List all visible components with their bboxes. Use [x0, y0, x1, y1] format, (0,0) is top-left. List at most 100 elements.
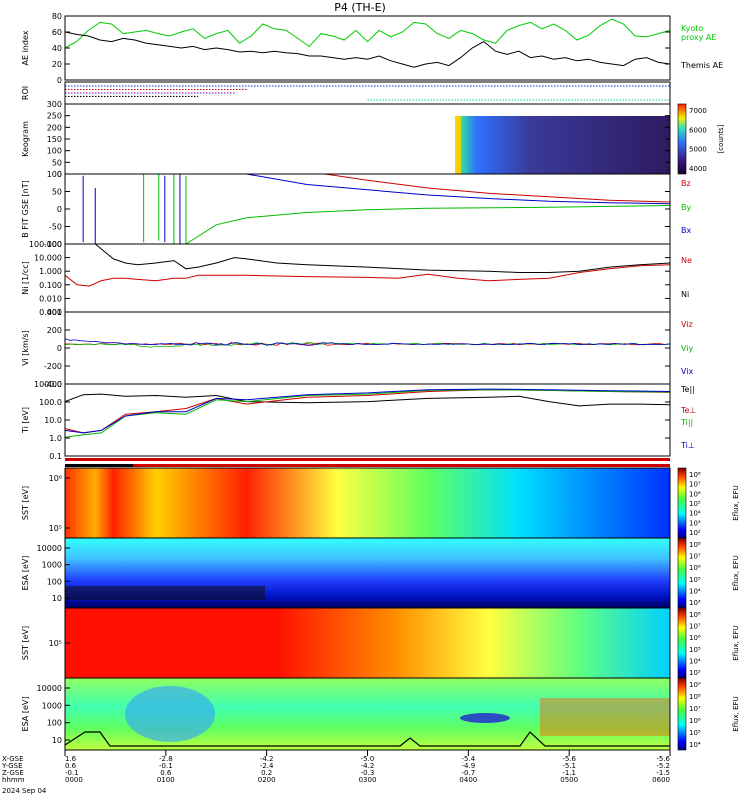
- keogram-ytick-tick-label: 100: [47, 147, 62, 156]
- esa-e-dark-streak: [460, 713, 510, 723]
- keogram-colorbar-tick: 5000: [689, 146, 707, 154]
- sst_i-colorbar-tick: 10³: [689, 519, 701, 527]
- keogram-image: [455, 116, 670, 174]
- legend-viz: Viz: [681, 320, 693, 329]
- bfield-ytick-tick-label: -50: [49, 223, 62, 232]
- z-gse-value: -1.5: [656, 769, 670, 777]
- x-gse-value: -5.4: [461, 755, 475, 763]
- legend-viy: Viy: [681, 344, 694, 353]
- esa_e-colorbar-tick: 10⁴: [689, 741, 701, 749]
- esa_e-tick-label: 10000: [37, 684, 62, 693]
- keogram-ytick-tick-label: 150: [47, 135, 62, 144]
- density-ytick-tick-label: 0.010: [39, 294, 62, 303]
- density-ytick-tick-label: 10.000: [34, 254, 62, 263]
- series-ti: [64, 388, 671, 434]
- time-tick-label: 0100: [157, 776, 175, 784]
- ephemeris-label: Z-GSE: [2, 769, 24, 777]
- y-gse-value: -5.2: [656, 762, 670, 770]
- temperature-ytick-tick-label: 1.0: [49, 434, 62, 443]
- series-ni: [94, 243, 671, 273]
- temperature-ytick-tick-label: 100.0: [39, 398, 62, 407]
- sst_e-colorbar-tick: 10⁴: [689, 657, 701, 665]
- ae-ylabel: AE index: [21, 30, 30, 65]
- density-ylabel: Ni [1/cc]: [21, 261, 30, 295]
- esa_i-colorbar-label: Eflux, EFU: [732, 555, 740, 590]
- density-ytick-tick-label: 0.100: [39, 281, 62, 290]
- flag-bar-black: [65, 464, 133, 467]
- roi-ylabel: ROI: [21, 86, 30, 100]
- temperature-ylabel: Ti [eV]: [21, 407, 30, 434]
- flag-bar-red: [65, 458, 670, 461]
- ae-ytick-tick-label: 40: [52, 44, 62, 53]
- esa_i-tick-label: 10000: [37, 544, 62, 553]
- velocity-ytick-tick-label: 0: [57, 344, 62, 353]
- sst_i-colorbar-tick: 10⁵: [689, 500, 701, 508]
- date-label: 2024 Sep 04: [2, 787, 47, 795]
- sst_e-colorbar-tick: 10⁵: [689, 646, 701, 654]
- sst_i-tick-label: 10⁶: [49, 474, 62, 483]
- esa_i-tick-label: 10: [52, 594, 62, 603]
- bfield-ytick-tick-label: 0: [57, 205, 62, 214]
- keogram-ytick-tick-label: 200: [47, 123, 62, 132]
- z-gse-value: -0.1: [65, 769, 79, 777]
- sst_e-ylabel: SST [eV]: [21, 626, 30, 660]
- x-gse-value: 1.6: [65, 755, 77, 763]
- sst_i-tick-label: 10⁵: [49, 524, 62, 533]
- sst_e-spectrogram: [65, 608, 670, 678]
- sst_i-colorbar-tick: 10⁷: [689, 481, 701, 489]
- density-ytick-tick-label: 1.000: [39, 267, 62, 276]
- legend-ti: Ti⊥: [680, 441, 695, 450]
- sst_i-colorbar-tick: 10²: [689, 529, 701, 537]
- ephemeris-label: Y-GSE: [1, 762, 23, 770]
- keogram-ytick-tick-label: 300: [47, 100, 62, 109]
- time-tick-label: 0000: [65, 776, 83, 784]
- x-gse-value: -5.0: [361, 755, 375, 763]
- legend-ni: Ni: [681, 290, 689, 299]
- bfield-ytick-tick-label: -100: [44, 240, 62, 249]
- legend-vix: Vix: [681, 367, 694, 376]
- series-ne: [64, 264, 671, 287]
- velocity-ytick-tick-label: 400: [47, 308, 62, 317]
- time-tick-label: 0200: [258, 776, 276, 784]
- series-kyoto-proxy-ae: [64, 18, 671, 49]
- z-gse-value: -0.3: [361, 769, 375, 777]
- keogram-ytick-tick-label: 0: [57, 170, 62, 179]
- sst_e-colorbar: [677, 607, 687, 679]
- velocity-ylabel: Vi [km/s]: [21, 330, 30, 366]
- esa_i-ylabel: ESA [eV]: [21, 556, 30, 591]
- velocity-ytick-tick-label: 200: [47, 326, 62, 335]
- density-ytick-tick-label: 100.000: [29, 240, 62, 249]
- z-gse-value: 0.6: [160, 769, 172, 777]
- esa_e-colorbar: [677, 677, 687, 751]
- esa_i-tick-label: 1000: [42, 561, 62, 570]
- sst_i-ylabel: SST [eV]: [21, 486, 30, 520]
- time-tick-label: 0300: [359, 776, 377, 784]
- density-ytick-tick-label: 0.001: [39, 308, 62, 317]
- legend-kyoto: Kyoto: [681, 24, 703, 33]
- bfield-ylabel: B FIT GSE [nT]: [21, 180, 30, 238]
- esa-i-dark-band: [65, 586, 265, 600]
- y-gse-value: -2.4: [260, 762, 274, 770]
- time-tick-label: 0400: [459, 776, 477, 784]
- ae-ytick-tick-label: 60: [52, 28, 62, 37]
- sst_e-colorbar-tick: 10⁸: [689, 611, 701, 619]
- esa_e-colorbar-tick: 10⁹: [689, 681, 701, 689]
- sst_e-colorbar-tick: 10⁷: [689, 623, 701, 631]
- x-gse-value: -5.6: [562, 755, 576, 763]
- series-vix: [64, 338, 671, 346]
- esa_e-tick-label: 1000: [42, 701, 62, 710]
- sst_i-spectrogram: [65, 468, 670, 538]
- temperature-ytick-tick-label: 1000.0: [34, 380, 62, 389]
- esa_e-colorbar-tick: 10⁵: [689, 729, 701, 737]
- ephemeris-label: hhmm: [2, 776, 25, 784]
- z-gse-value: 0.2: [261, 769, 272, 777]
- time-tick-label: 0500: [560, 776, 578, 784]
- keogram-colorbar-tick: 7000: [689, 107, 707, 115]
- legend-te: Te||: [680, 385, 695, 394]
- keogram-ylabel: Keogram: [21, 121, 30, 157]
- ae-ytick-tick-label: 80: [52, 12, 62, 21]
- keogram-bright-edge: [455, 116, 461, 174]
- esa_e-colorbar-tick: 10⁷: [689, 705, 701, 713]
- legend-te: Te⊥: [680, 406, 696, 415]
